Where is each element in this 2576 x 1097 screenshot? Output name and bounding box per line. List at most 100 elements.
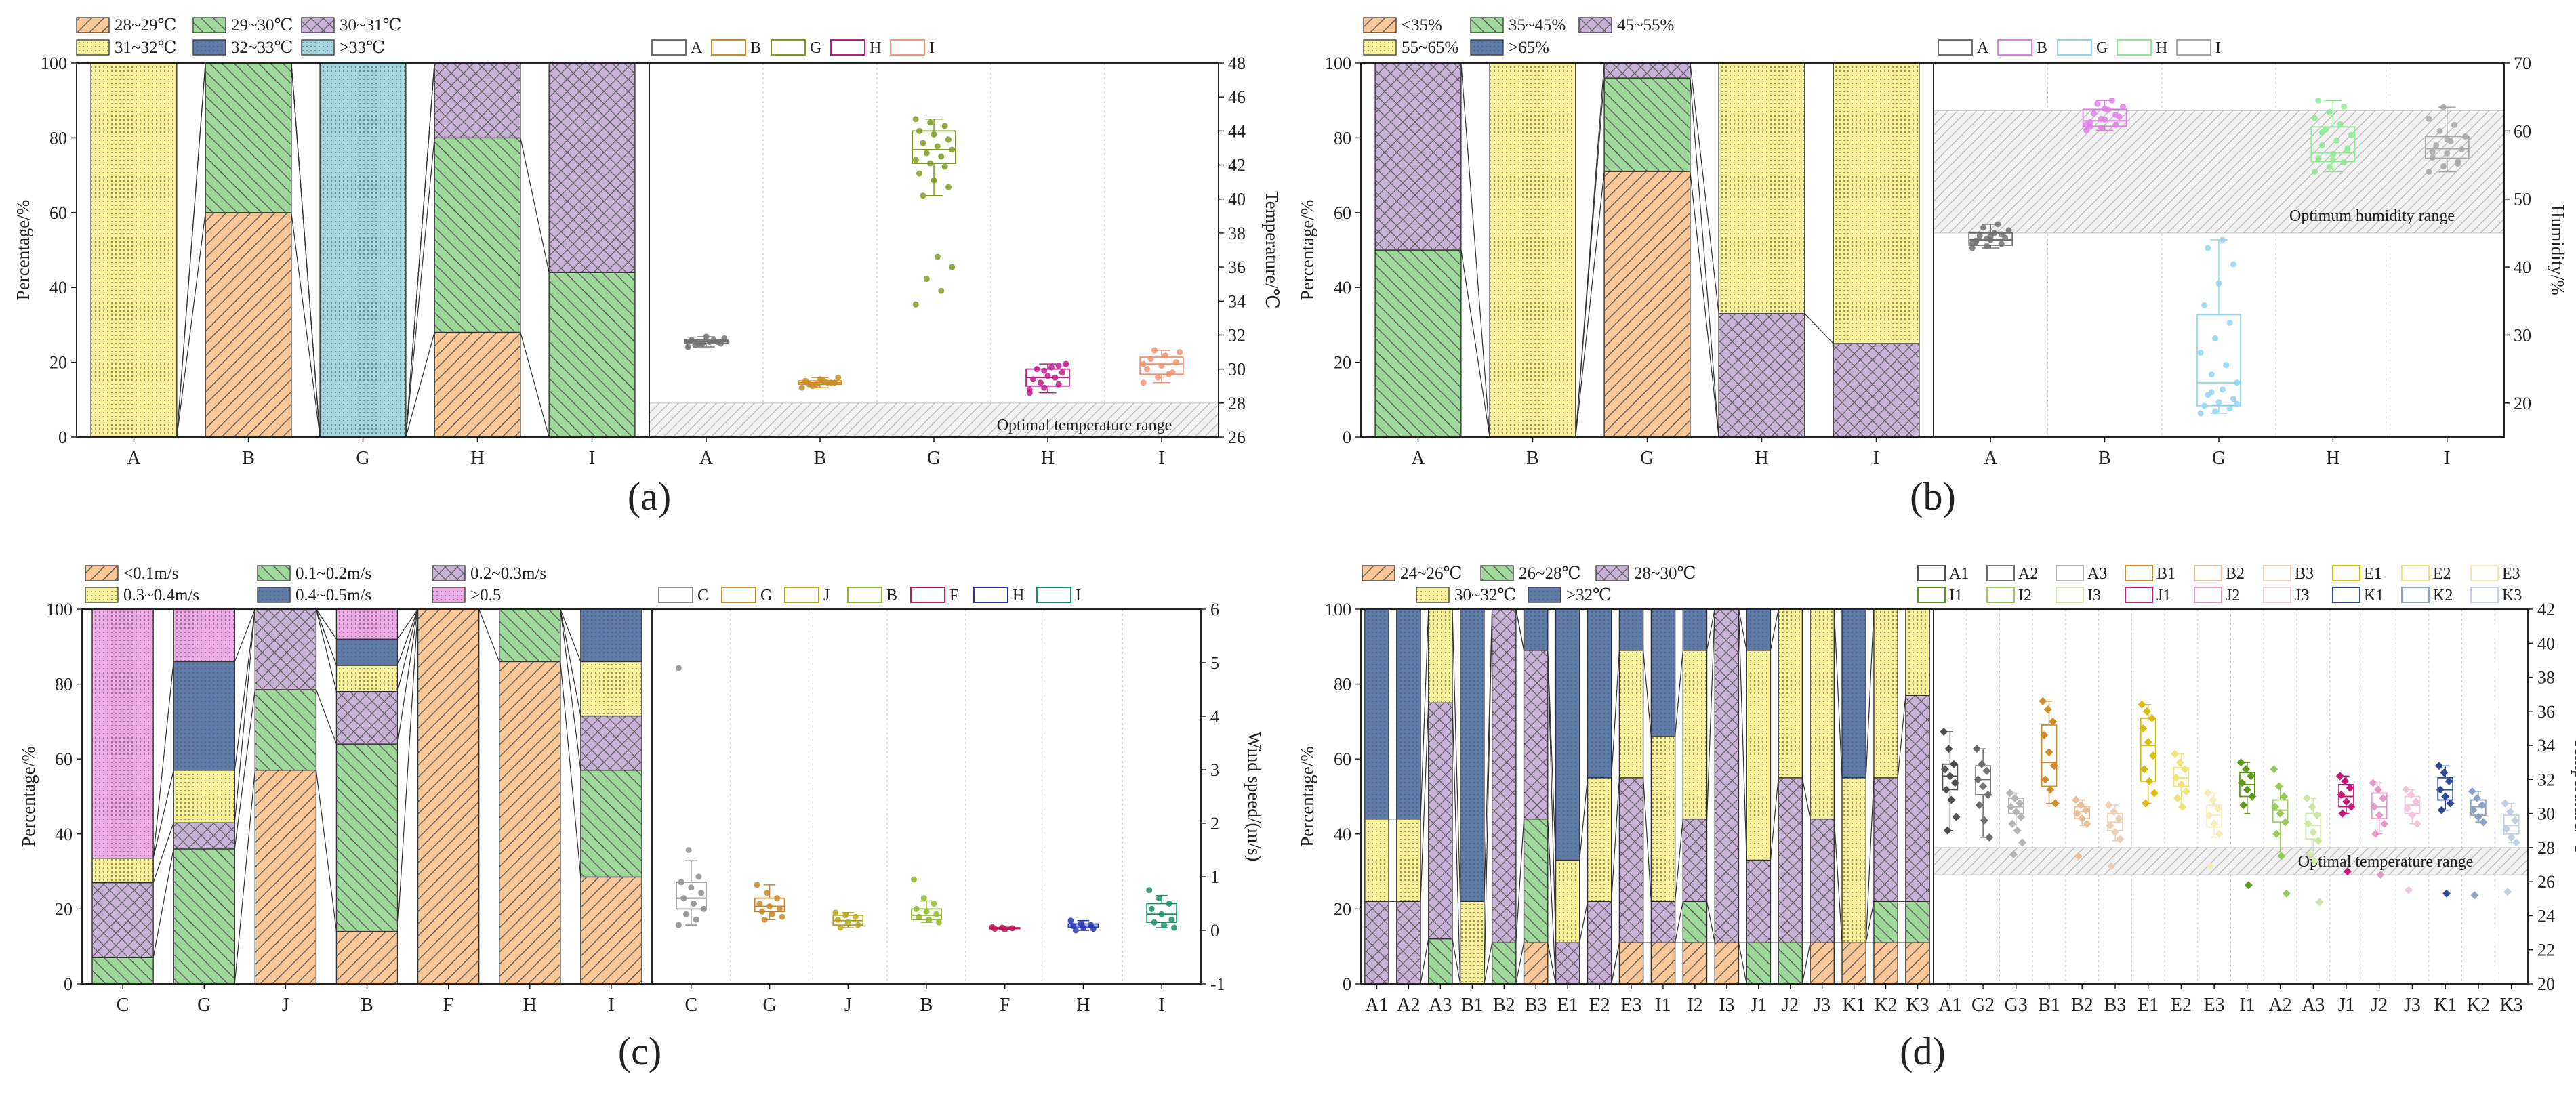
panel-caption: (b) — [1910, 474, 1956, 518]
bar-pattern-G-3 — [173, 770, 235, 823]
legend-swatch-pattern — [193, 40, 226, 55]
bar-pattern-J-0 — [255, 770, 316, 984]
data-point-G — [2219, 236, 2226, 243]
legend-label-right: C — [697, 587, 708, 604]
legend-swatch-right — [1986, 587, 2015, 603]
y-axis-label-right: Humidity/% — [2548, 205, 2568, 295]
y-tick-label-left: 40 — [1334, 278, 1351, 297]
legend-label-left: 28~29℃ — [115, 16, 177, 35]
bar-pattern-J2-1 — [1778, 943, 1803, 984]
legend-label-right: A — [691, 39, 703, 57]
data-point-I — [1144, 366, 1151, 373]
data-point-I1 — [2248, 792, 2257, 801]
bar-pattern-A3-3 — [1428, 609, 1452, 703]
data-point-K2 — [2478, 801, 2487, 810]
data-point-B — [798, 384, 805, 391]
data-point-A — [1976, 232, 1983, 239]
data-point-I — [2451, 121, 2458, 128]
data-point-A1 — [1940, 765, 1949, 774]
legend-label-left: 0.4~0.5m/s — [295, 586, 371, 604]
bar-pattern-I1-0 — [1651, 943, 1675, 984]
bar-connector — [396, 608, 419, 932]
x-tick-label-right-F: F — [1000, 995, 1010, 1016]
bar-pattern-A2-3 — [1396, 819, 1421, 902]
legend-swatch-right — [711, 39, 746, 56]
data-point-J2 — [2380, 819, 2389, 828]
y-tick-label-right: 40 — [1228, 190, 1246, 209]
bar-connector — [1484, 608, 1493, 902]
data-point-B — [2083, 127, 2090, 133]
bar-pattern-B3-0 — [1524, 943, 1548, 984]
y-tick-label-right: 42 — [2537, 600, 2555, 619]
data-point-A3 — [2312, 811, 2321, 820]
data-point-I1 — [2244, 881, 2253, 890]
x-tick-label-right-K3: K3 — [2500, 995, 2523, 1016]
legend-swatch-right — [2401, 565, 2430, 581]
data-point-G2 — [1985, 833, 1994, 842]
legend-label-left: 30~32℃ — [1454, 586, 1517, 604]
legend-swatch-pattern — [302, 18, 334, 33]
bar-connector — [152, 848, 174, 958]
data-point-A2 — [2277, 852, 2286, 861]
data-point-B3 — [2110, 828, 2119, 837]
data-point-H — [2318, 129, 2325, 136]
data-point-I1 — [2242, 765, 2251, 774]
data-point-K3 — [2503, 888, 2512, 896]
legend-label-left: 32~33℃ — [231, 39, 293, 57]
data-point-I — [2455, 161, 2461, 167]
bar-pattern-F-0 — [417, 609, 479, 984]
bar-pattern-A1-3 — [1364, 819, 1389, 902]
bar-pattern-G-4 — [173, 661, 235, 770]
legend-swatch-pattern — [432, 587, 465, 602]
legend-label-right: E2 — [2433, 565, 2451, 583]
legend-swatch-pattern — [85, 566, 118, 581]
bar-connector — [315, 608, 337, 640]
bar-connector — [1575, 171, 1605, 438]
data-point-G — [934, 143, 941, 150]
data-point-A3 — [2309, 828, 2318, 837]
x-tick-label-left-A2: A2 — [1397, 995, 1420, 1016]
bar-connector — [1690, 171, 1719, 438]
data-point-J1 — [2346, 783, 2354, 792]
bar-pattern-I-2 — [549, 63, 635, 273]
bar-connector — [152, 823, 174, 883]
bar-pattern-A2-2 — [1396, 901, 1421, 984]
plot-frame — [76, 62, 1219, 438]
x-tick-label-right-I: I — [1158, 448, 1164, 469]
data-point-K1 — [2437, 806, 2446, 814]
data-point-I — [1158, 363, 1165, 369]
data-point-B — [2112, 111, 2119, 118]
bar-connector — [1547, 943, 1557, 985]
x-tick-label-right-A: A — [699, 448, 714, 469]
bar-connector — [152, 661, 174, 858]
data-point-G — [916, 170, 923, 177]
data-point-G — [923, 276, 930, 283]
legend-label-right: K1 — [2364, 587, 2384, 604]
legend-swatch-right — [651, 39, 687, 56]
legend-label-left: >33℃ — [340, 39, 385, 57]
data-point-H — [2315, 97, 2322, 104]
data-point-G — [945, 136, 952, 143]
bar-pattern-G-2 — [1604, 63, 1690, 79]
data-point-H — [2341, 103, 2348, 110]
bar-connector — [1738, 608, 1747, 650]
x-tick-label-right-E2: E2 — [2171, 995, 2192, 1016]
bar-connector — [396, 608, 419, 745]
bar-connector — [234, 770, 255, 985]
bar-pattern-B2-1 — [1492, 943, 1516, 984]
x-tick-label-right-C: C — [685, 995, 698, 1016]
bar-connector — [152, 770, 174, 858]
bar-pattern-J1-3 — [1746, 650, 1771, 861]
data-point-E3 — [2205, 811, 2213, 820]
y-tick-label-right: 44 — [1228, 121, 1246, 141]
data-point-I — [1155, 374, 1162, 381]
bar-connector — [1611, 777, 1620, 902]
data-point-H — [1059, 369, 1065, 376]
data-point-G3 — [2011, 808, 2020, 816]
y-tick-label-right: 42 — [1228, 156, 1246, 175]
legend-label-left: <35% — [1402, 16, 1442, 35]
data-point-B2 — [2078, 814, 2087, 823]
data-point-E1 — [2142, 707, 2151, 716]
legend-swatch-right — [2332, 565, 2360, 581]
y-tick-label-right: 20 — [2514, 394, 2531, 413]
